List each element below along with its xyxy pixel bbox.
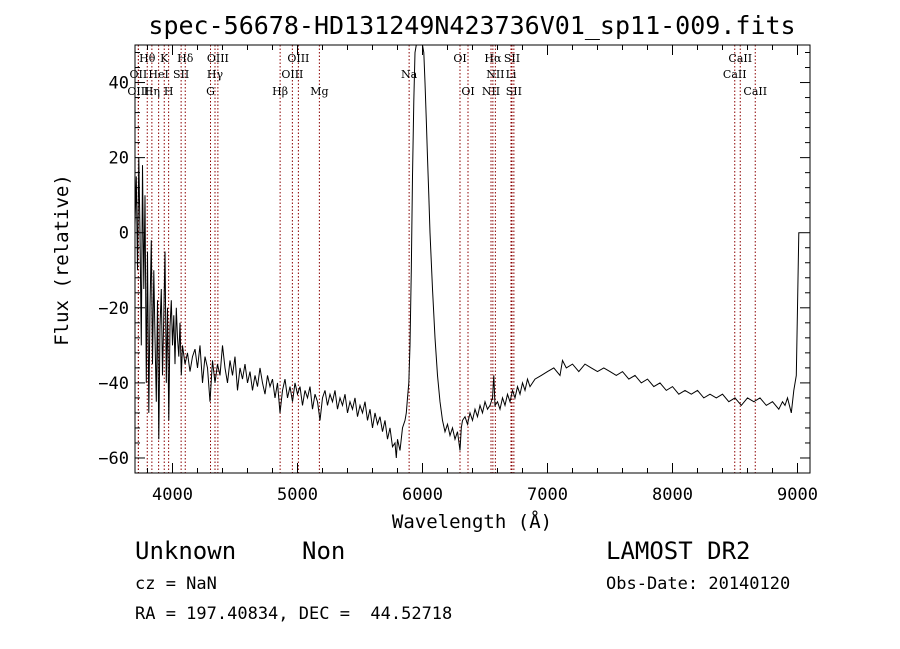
y-tick-label: 0 xyxy=(119,224,129,244)
spectral-line-label: OIII xyxy=(127,85,149,98)
spectral-line-label: SII xyxy=(504,52,520,65)
spectral-line-label: OIII xyxy=(207,52,229,65)
spectral-line-markers xyxy=(137,45,756,473)
spectral-line-label: OII xyxy=(130,68,148,81)
spectral-line-labels: Hθ OII OIII K HeI Hη SII H Hδ OIII Hγ G OIII OIII Hβ Mg… xyxy=(127,52,767,98)
cz-value: cz = NaN xyxy=(135,574,217,594)
spectral-line-label: Li xyxy=(506,68,517,81)
spectral-line-label: CaII xyxy=(728,52,752,65)
spectral-line-label: H xyxy=(164,85,174,98)
spectral-line-label: SII xyxy=(173,68,189,81)
spectral-line-label: OI xyxy=(453,52,466,65)
spectral-line-label: SII xyxy=(506,85,522,98)
x-tick-label: 9000 xyxy=(777,485,818,505)
coordinates: RA = 197.40834, DEC = 44.52718 xyxy=(135,604,453,624)
spectrum-series xyxy=(134,44,800,459)
plot-frame xyxy=(134,44,811,474)
spectral-line-label: HeI xyxy=(148,68,168,81)
spectral-line-label: OIII xyxy=(287,52,309,65)
x-tick-label: 5000 xyxy=(277,485,318,505)
survey-name: LAMOST DR2 xyxy=(606,537,751,565)
obs-date: Obs-Date: 20140120 xyxy=(606,574,791,594)
y-tick-label: 40 xyxy=(109,74,129,94)
y-tick-label: 20 xyxy=(109,149,129,169)
y-tick-label: −40 xyxy=(98,374,129,394)
spectral-line-label: Hδ xyxy=(177,52,194,65)
spectral-line-label: Hη xyxy=(144,85,160,98)
x-tick-label: 7000 xyxy=(527,485,568,505)
spectral-line-label: K xyxy=(160,52,169,65)
spectral-line-label: Hθ xyxy=(139,52,156,65)
spectral-line-label: OIII xyxy=(281,68,303,81)
x-tick-label: 8000 xyxy=(652,485,693,505)
y-tick-label: −20 xyxy=(98,299,129,319)
spectral-line-label: NII xyxy=(482,85,500,98)
spectral-line-label: Mg xyxy=(310,85,328,98)
x-axis-label: Wavelength (Å) xyxy=(392,510,552,533)
spectral-line-label: Hα xyxy=(484,52,502,65)
spectral-line-label: Hβ xyxy=(272,85,288,98)
chart-title: spec-56678-HD131249N423736V01_sp11-009.f… xyxy=(148,11,795,40)
y-tick-label: −60 xyxy=(98,449,129,469)
x-axis-ticks: 4000 5000 6000 7000 8000 9000 xyxy=(147,45,818,505)
spectral-line-label: G xyxy=(206,85,215,98)
object-name: Unknown xyxy=(135,537,237,565)
y-axis-label: Flux (relative) xyxy=(51,174,73,346)
x-tick-label: 4000 xyxy=(152,485,193,505)
object-class: Non xyxy=(302,537,346,565)
spectral-line-label: NII xyxy=(486,68,504,81)
spectral-line-label: Hγ xyxy=(207,68,224,81)
spectral-line-label: CaII xyxy=(743,85,767,98)
y-axis-ticks: −60 −40 −20 0 20 40 xyxy=(98,52,810,469)
spectral-line-label: CaII xyxy=(723,68,747,81)
spectral-line-label: OI xyxy=(461,85,474,98)
x-tick-label: 6000 xyxy=(402,485,443,505)
spectral-line-label: Na xyxy=(401,68,418,81)
spectrum-line xyxy=(134,44,800,459)
